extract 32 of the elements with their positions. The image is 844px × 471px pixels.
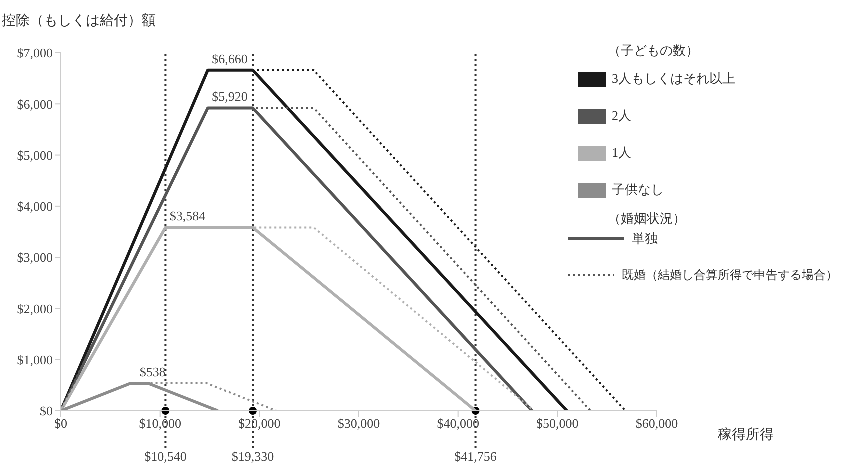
annotation: 既婚（結婚し合算所得で申告する場合） — [622, 266, 838, 284]
legend-label: 子供なし — [612, 181, 664, 199]
x-tick-label: $60,000 — [636, 416, 678, 432]
legend-title: （子どもの数） — [608, 42, 700, 60]
x-tick-label: $10,000 — [139, 416, 182, 432]
y-tick-label: $2,000 — [17, 301, 53, 316]
y-axis-title: 控除（もしくは給付）額 — [2, 12, 156, 30]
y-tick-label: $1,000 — [17, 352, 53, 368]
annotation: 単独 — [632, 230, 658, 248]
x-tick-label: $40,000 — [437, 416, 480, 432]
x-tick-label: $50,000 — [536, 416, 579, 432]
y-tick-label: $7,000 — [17, 46, 53, 61]
y-tick-label: $0 — [40, 404, 53, 419]
legend-label: 1人 — [612, 144, 632, 162]
data-label: $5,920 — [212, 89, 248, 104]
y-tick-label: $4,000 — [17, 199, 53, 214]
data-label: $6,660 — [212, 51, 248, 66]
data-label: $3,584 — [170, 208, 206, 224]
legend-label: 3人もしくはそれ以上 — [612, 70, 736, 88]
x-axis-title: 稼得所得 — [718, 426, 774, 444]
y-tick-label: $3,000 — [17, 250, 53, 266]
y-tick-label: $6,000 — [17, 96, 53, 112]
annotation: （婚姻状況） — [608, 210, 687, 228]
ref-line-label: $10,540 — [144, 449, 187, 464]
x-tick-label: $20,000 — [238, 416, 281, 432]
ref-line-label: $19,330 — [232, 449, 274, 464]
x-tick-label: $0 — [54, 416, 68, 432]
x-tick-label: $30,000 — [338, 416, 380, 432]
data-label: $538 — [140, 364, 166, 380]
legend-label: 2人 — [612, 107, 632, 125]
y-tick-label: $5,000 — [17, 148, 53, 163]
ref-line-label: $41,756 — [454, 449, 498, 464]
